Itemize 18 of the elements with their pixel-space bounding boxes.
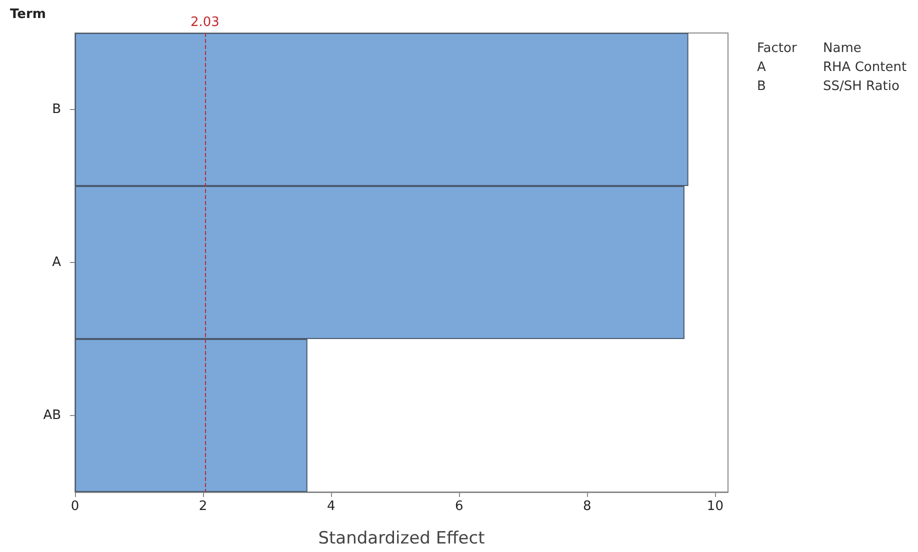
- x-tick-label: 0: [70, 499, 80, 514]
- text: SS/SH Ratio: [823, 79, 900, 94]
- y-tick-label: AB: [43, 408, 61, 423]
- ref-line-label: 2.03: [190, 15, 220, 30]
- x-axis-title: Standardized Effect: [318, 528, 486, 548]
- x-tick-label: 8: [583, 499, 592, 514]
- text: Name: [823, 41, 862, 56]
- x-tick-label: 6: [454, 499, 464, 514]
- y-tick-label: B: [52, 102, 61, 117]
- x-tick-label: 4: [326, 499, 336, 514]
- text: RHA Content: [823, 60, 907, 75]
- text: A: [757, 60, 766, 75]
- x-tick-label: 10: [706, 499, 724, 514]
- y-tick-label: A: [52, 255, 62, 270]
- y-axis-title: Term: [10, 7, 46, 22]
- text: B: [757, 79, 766, 94]
- x-tick-label: 2: [198, 499, 208, 514]
- text: Factor: [757, 41, 798, 56]
